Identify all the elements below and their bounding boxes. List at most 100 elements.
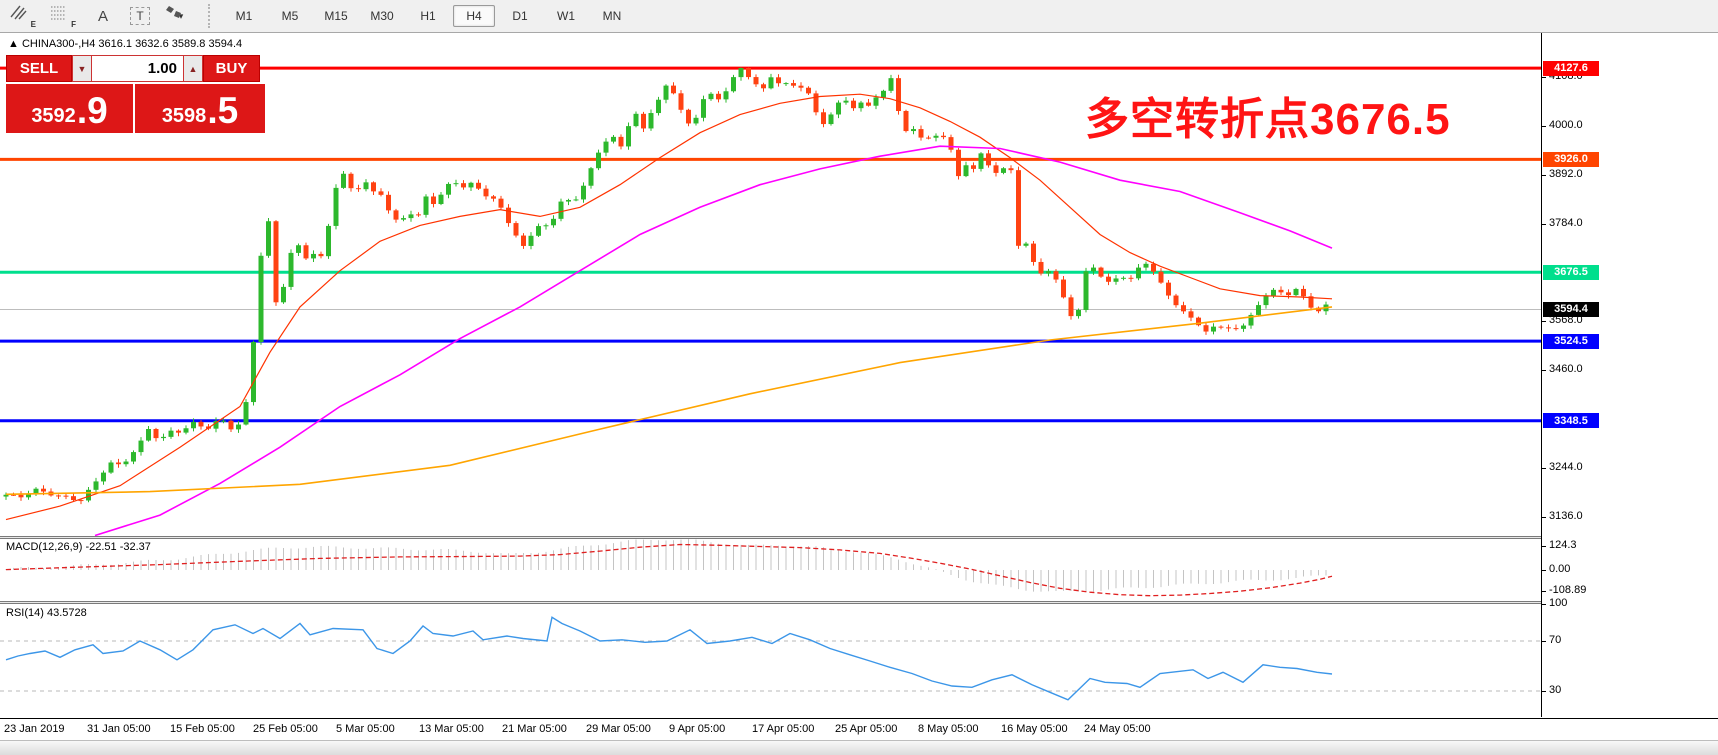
price-axis-label: 4000.0 [1549,118,1583,131]
panel-splitter-rsi[interactable] [0,601,1718,604]
price-axis-tick [1542,125,1546,127]
time-axis-label: 13 Mar 05:00 [419,723,484,735]
price-level-badge: 3594.4 [1543,301,1599,317]
time-axis-label: 31 Jan 05:00 [87,723,151,735]
time-axis-label: 25 Apr 05:00 [835,723,898,735]
rsi-indicator-panel[interactable] [0,604,1541,717]
price-level-badge: 3676.5 [1543,264,1599,280]
volume-increase-button[interactable]: ▲ [183,55,203,82]
fibonacci-grid-icon[interactable]: F [50,4,76,29]
price-axis-tick [1542,174,1546,176]
time-axis-label: 17 Apr 05:00 [752,723,815,735]
shapes-dropdown-icon[interactable]: ▾ [164,4,198,28]
text-label-icon[interactable]: A [97,7,108,25]
price-axis[interactable]: 4108.0 4000.0 3892.0 3784.0 3568.0 3460.0 3244… [1541,33,1718,717]
time-axis-label: 5 Mar 05:00 [336,723,395,735]
macd-signal-line [5,543,1333,597]
macd-indicator-panel[interactable] [0,539,1541,601]
sell-price-pips: .9 [76,90,108,131]
drawing-tools-group: E F A T ▾ [0,4,198,29]
price-axis-label: 124.3 [1549,539,1577,551]
rsi-line [5,616,1333,701]
status-strip [0,740,1718,755]
time-axis-label: 8 May 05:00 [918,723,979,735]
buy-price-pips: .5 [207,90,239,131]
dropdown-caret-icon: ▾ [178,10,184,21]
time-axis-label: 9 Apr 05:00 [669,723,726,735]
tf-button-d1[interactable]: D1 [512,9,528,23]
tf-button-m1[interactable]: M1 [235,9,253,23]
price-axis-tick [1542,603,1546,605]
tf-button-h1[interactable]: H1 [420,9,436,23]
text-box-icon[interactable]: T [130,7,150,25]
sell-price-main: 3592 [31,105,76,127]
price-axis-tick [1542,77,1546,78]
price-level-badge: 3524.5 [1543,333,1599,349]
mid-ma-line [94,145,1333,536]
toolbar-separator [208,4,215,28]
price-axis-tick [1542,223,1546,225]
buy-price-main: 3598 [161,105,207,127]
fibo-sub-letter: F [71,20,76,29]
price-level-badge: 3926.0 [1543,151,1599,167]
panel-splitter-macd[interactable] [0,536,1718,539]
price-axis-label: 3568.0 [1549,314,1583,327]
price-axis-tick [1542,546,1546,547]
price-level-badge: 4127.6 [1543,60,1599,76]
time-axis-label: 16 May 05:00 [1001,723,1068,735]
price-axis-tick [1542,370,1546,372]
tf-button-m5[interactable]: M5 [281,9,299,23]
price-axis-label: -108.89 [1549,584,1587,597]
buy-button[interactable]: BUY [203,55,260,82]
time-axis-label: 24 May 05:00 [1084,723,1151,735]
slow-ma-line [5,306,1333,496]
top-toolbar: E F A T ▾ M1 M5 M15 M30 H1 H4 D1 W1 MN [0,0,1718,33]
volume-decrease-button[interactable]: ▼ [72,55,92,82]
chart-symbol-header: ▲ CHINA300-,H4 3616.1 3632.6 3589.8 3594… [8,38,242,50]
price-axis-label: 0.00 [1549,563,1571,575]
price-axis-tick [1542,691,1546,692]
rsi-label: RSI(14) 43.5728 [6,607,87,619]
time-axis-label: 25 Feb 05:00 [253,723,318,735]
buy-price-display[interactable]: 3598 .5 [135,84,265,133]
fast-ma-line [5,93,1333,521]
price-axis-tick [1542,591,1546,593]
price-axis-tick [1542,516,1546,518]
volume-input[interactable] [92,55,183,82]
time-axis[interactable]: 23 Jan 2019 31 Jan 05:00 15 Feb 05:00 25 Fe… [0,718,1718,740]
price-level-badge: 3348.5 [1543,413,1599,429]
symbol-ohlc-text: CHINA300-,H4 3616.1 3632.6 3589.8 3594.4 [21,38,243,50]
channel-sub-letter: E [30,20,36,29]
timeframe-button-group: M1 M5 M15 M30 H1 H4 D1 W1 MN [223,5,633,27]
time-axis-label: 29 Mar 05:00 [586,723,651,735]
tf-button-m15[interactable]: M15 [324,9,348,23]
price-axis-label: 100 [1549,596,1568,609]
collapse-marker-icon[interactable]: ▲ [8,38,19,50]
one-click-trade-panel: SELL ▼ ▲ BUY 3592 .9 3598 .5 [6,55,265,133]
tf-button-m30[interactable]: M30 [370,9,394,23]
tf-button-w1[interactable]: W1 [557,9,575,23]
time-axis-label: 23 Jan 2019 [4,723,65,735]
macd-canvas [5,539,1333,597]
price-axis-tick [1542,468,1546,470]
equidistant-channel-icon[interactable]: E [10,4,36,29]
price-axis-label: 3784.0 [1549,216,1583,229]
price-axis-label: 3892.0 [1549,167,1583,180]
price-axis-label: 30 [1549,684,1562,696]
time-axis-label: 15 Feb 05:00 [170,723,235,735]
price-axis-tick [1542,641,1546,642]
price-axis-label: 3460.0 [1549,363,1583,376]
chart-annotation-text: 多空转折点3676.5 [1085,95,1451,144]
tf-button-h4[interactable]: H4 [453,5,495,27]
sell-price-display[interactable]: 3592 .9 [6,84,133,133]
price-axis-tick [1542,321,1546,323]
tf-button-mn[interactable]: MN [602,9,622,23]
price-axis-label: 3244.0 [1549,461,1583,474]
sell-button[interactable]: SELL [6,55,72,82]
price-axis-label: 70 [1549,634,1562,646]
price-axis-tick [1542,570,1546,571]
macd-label: MACD(12,26,9) -22.51 -32.37 [6,541,151,553]
price-axis-label: 3136.0 [1549,509,1583,522]
time-axis-label: 21 Mar 05:00 [502,723,567,735]
